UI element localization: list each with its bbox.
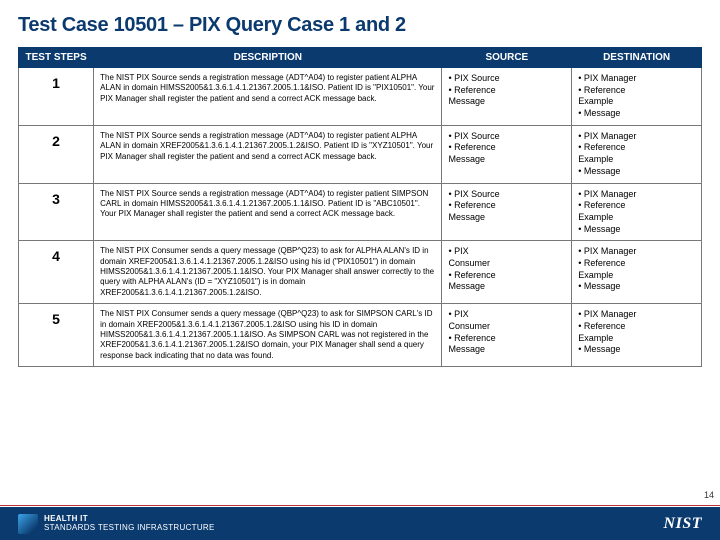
table-row: 2The NIST PIX Source sends a registratio… [19,125,702,183]
source-line: Message [448,154,565,166]
destination-line: Example [578,154,695,166]
slide-title: Test Case 10501 – PIX Query Case 1 and 2 [18,14,702,37]
nist-logo: NIST [664,515,702,533]
destination-line: • Reference [578,200,695,212]
source-line: Message [448,281,565,293]
destination-line: • Reference [578,258,695,270]
destination-line: • PIX Manager [578,246,695,258]
source-line: • PIX [448,309,565,321]
test-steps-table: TEST STEPS DESCRIPTION SOURCE DESTINATIO… [18,47,702,367]
destination-cell: • PIX Manager• ReferenceExample• Message [572,304,702,367]
source-line: • Reference [448,270,565,282]
destination-line: • PIX Manager [578,189,695,201]
destination-line: • Reference [578,321,695,333]
col-header-step: TEST STEPS [19,48,94,68]
destination-line: Example [578,333,695,345]
table-row: 4The NIST PIX Consumer sends a query mes… [19,241,702,304]
footer-text: HEALTH IT STANDARDS TESTING INFRASTRUCTU… [44,515,215,533]
source-line: • Reference [448,333,565,345]
source-line: Message [448,212,565,224]
destination-line: Example [578,212,695,224]
footer-line2: STANDARDS TESTING INFRASTRUCTURE [44,524,215,533]
description-cell: The NIST PIX Consumer sends a query mess… [94,241,442,304]
destination-line: • Reference [578,85,695,97]
table-row: 3The NIST PIX Source sends a registratio… [19,183,702,241]
source-line: • PIX [448,246,565,258]
footer-bar: HEALTH IT STANDARDS TESTING INFRASTRUCTU… [0,508,720,540]
destination-line: • Message [578,224,695,236]
table-row: 5The NIST PIX Consumer sends a query mes… [19,304,702,367]
healthit-logo-icon [18,514,38,534]
source-line: • PIX Source [448,73,565,85]
source-line: Consumer [448,321,565,333]
step-cell: 1 [19,68,94,126]
destination-line: • Message [578,166,695,178]
table-row: 1The NIST PIX Source sends a registratio… [19,68,702,126]
source-cell: • PIX Source• ReferenceMessage [442,68,572,126]
destination-line: • PIX Manager [578,309,695,321]
source-line: Message [448,96,565,108]
source-line: • Reference [448,200,565,212]
destination-line: • Reference [578,142,695,154]
col-header-dst: DESTINATION [572,48,702,68]
description-cell: The NIST PIX Source sends a registration… [94,125,442,183]
source-line: Consumer [448,258,565,270]
col-header-desc: DESCRIPTION [94,48,442,68]
source-cell: • PIX Source• ReferenceMessage [442,125,572,183]
destination-line: Example [578,270,695,282]
source-cell: • PIXConsumer• ReferenceMessage [442,304,572,367]
source-line: • PIX Source [448,131,565,143]
source-line: • Reference [448,85,565,97]
destination-line: • PIX Manager [578,131,695,143]
page-number: 14 [704,490,714,500]
destination-cell: • PIX Manager• ReferenceExample• Message [572,68,702,126]
destination-line: • Message [578,108,695,120]
source-cell: • PIXConsumer• ReferenceMessage [442,241,572,304]
description-cell: The NIST PIX Consumer sends a query mess… [94,304,442,367]
description-cell: The NIST PIX Source sends a registration… [94,68,442,126]
footer: HEALTH IT STANDARDS TESTING INFRASTRUCTU… [0,505,720,540]
col-header-src: SOURCE [442,48,572,68]
footer-left: HEALTH IT STANDARDS TESTING INFRASTRUCTU… [18,514,215,534]
description-cell: The NIST PIX Source sends a registration… [94,183,442,241]
step-cell: 3 [19,183,94,241]
step-cell: 2 [19,125,94,183]
destination-cell: • PIX Manager• ReferenceExample• Message [572,183,702,241]
destination-cell: • PIX Manager• ReferenceExample• Message [572,241,702,304]
source-line: • Reference [448,142,565,154]
source-cell: • PIX Source• ReferenceMessage [442,183,572,241]
destination-line: Example [578,96,695,108]
table-header-row: TEST STEPS DESCRIPTION SOURCE DESTINATIO… [19,48,702,68]
destination-line: • PIX Manager [578,73,695,85]
destination-line: • Message [578,344,695,356]
source-line: • PIX Source [448,189,565,201]
step-cell: 5 [19,304,94,367]
destination-line: • Message [578,281,695,293]
source-line: Message [448,344,565,356]
step-cell: 4 [19,241,94,304]
destination-cell: • PIX Manager• ReferenceExample• Message [572,125,702,183]
